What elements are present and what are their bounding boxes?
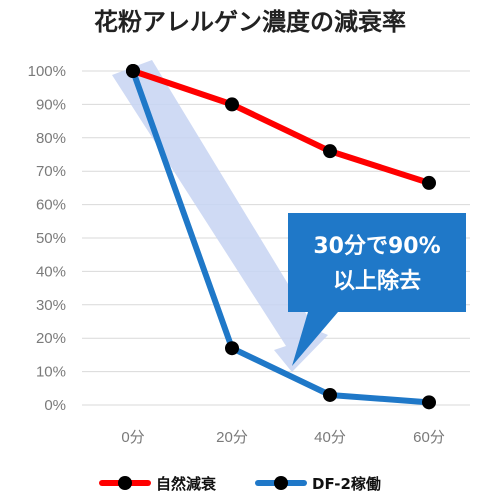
legend: 自然減衰 DF-2稼働 bbox=[99, 475, 381, 493]
legend-item-natural: 自然減衰 bbox=[99, 475, 217, 493]
data-point bbox=[323, 144, 337, 159]
y-tick-label: 40% bbox=[36, 263, 66, 280]
y-tick-label: 30% bbox=[36, 297, 66, 314]
data-point bbox=[225, 97, 239, 112]
callout-box bbox=[288, 213, 466, 366]
data-point bbox=[126, 64, 140, 78]
series-line-0 bbox=[130, 68, 432, 186]
y-tick-label: 50% bbox=[36, 230, 66, 247]
x-tick-label: 0分 bbox=[121, 429, 144, 446]
legend-item-df2: DF-2稼働 bbox=[255, 475, 381, 493]
y-tick-label: 80% bbox=[36, 130, 66, 147]
series-line-1 bbox=[130, 68, 432, 406]
y-tick-label: 70% bbox=[36, 163, 66, 180]
legend-label-natural: 自然減衰 bbox=[156, 475, 217, 493]
x-tick-label: 20分 bbox=[216, 429, 248, 446]
legend-marker-df2 bbox=[274, 476, 288, 490]
legend-label-df2: DF-2稼働 bbox=[312, 475, 381, 493]
chart-title: 花粉アレルゲン濃度の減衰率 bbox=[94, 8, 406, 36]
y-tick-label: 90% bbox=[36, 96, 66, 113]
annotation-callout: 30分で90% 以上除去 bbox=[288, 213, 466, 366]
data-point bbox=[422, 395, 436, 410]
callout-line-1: 30分で90% bbox=[313, 234, 440, 259]
y-axis-ticks: 0% 10% 20% 30% 40% 50% 60% 70% 80% 90% 100% bbox=[28, 63, 66, 414]
x-axis-ticks: 0分 20分 40分 60分 bbox=[121, 429, 445, 446]
y-tick-label: 10% bbox=[36, 364, 66, 381]
y-tick-label: 100% bbox=[28, 63, 66, 80]
callout-line-2: 以上除去 bbox=[333, 268, 421, 294]
data-point bbox=[422, 175, 436, 190]
trend-arrow bbox=[112, 60, 328, 372]
legend-marker-natural bbox=[118, 476, 132, 490]
x-tick-label: 60分 bbox=[413, 429, 445, 446]
data-point bbox=[323, 387, 337, 402]
y-tick-label: 20% bbox=[36, 330, 66, 347]
y-tick-label: 60% bbox=[36, 197, 66, 214]
y-tick-label: 0% bbox=[44, 397, 66, 414]
series-layer bbox=[126, 64, 436, 410]
data-point bbox=[225, 341, 239, 356]
x-tick-label: 40分 bbox=[314, 429, 346, 446]
